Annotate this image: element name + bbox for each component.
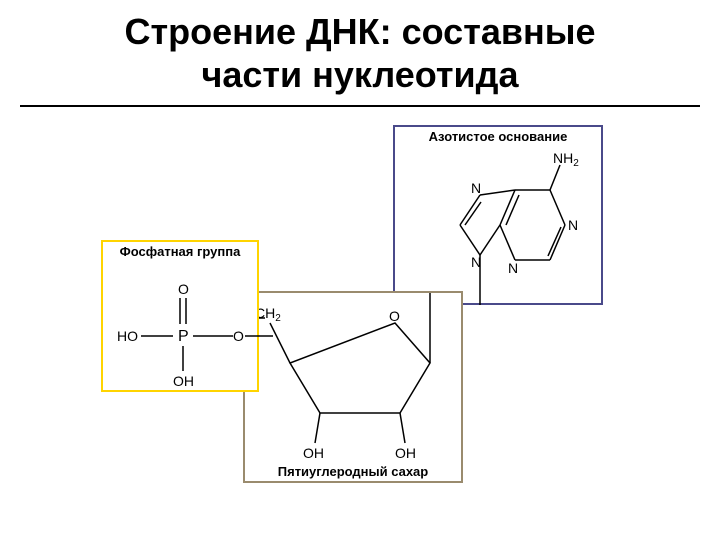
sugar-structure: CH2 O OH OH — [245, 293, 465, 485]
title-underline — [20, 105, 700, 107]
sugar-box: CH2 O OH OH Пятиуглеродный сахар — [243, 291, 463, 483]
sugar-oh-right: OH — [395, 445, 416, 461]
phos-o-bot: OH — [173, 373, 194, 389]
sugar-label: Пятиуглеродный сахар — [245, 464, 461, 479]
base-nh2: NH2 — [553, 150, 579, 169]
sugar-oh-left: OH — [303, 445, 324, 461]
title-line1: Строение ДНК: составные — [125, 11, 596, 52]
phosphate-box: Фосфатная группа P O HO O OH — [101, 240, 259, 392]
base-n1: N — [568, 217, 578, 233]
phos-o-top: O — [178, 281, 189, 297]
base-box: Азотистое основание — [393, 125, 603, 305]
title-line2: части нуклеотида — [201, 54, 518, 95]
phosphate-label: Фосфатная группа — [103, 242, 257, 259]
base-n7: N — [471, 180, 481, 196]
slide-title: Строение ДНК: составные части нуклеотида — [0, 10, 720, 96]
base-n3: N — [508, 260, 518, 276]
base-n9: N — [471, 254, 481, 270]
phos-o-left: HO — [117, 328, 138, 344]
phos-p: P — [178, 328, 189, 345]
base-label: Азотистое основание — [395, 127, 601, 146]
nucleotide-diagram: Азотистое основание — [95, 125, 625, 495]
base-structure: NH2 N N N N — [395, 145, 605, 305]
phosphate-structure: P O HO O OH — [103, 276, 261, 391]
sugar-o: O — [389, 308, 400, 324]
phos-o-right: O — [233, 328, 244, 344]
